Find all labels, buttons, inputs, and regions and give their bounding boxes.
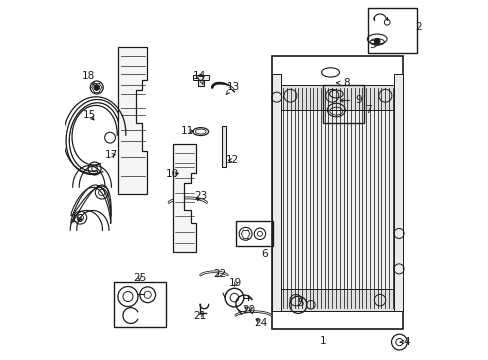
- Text: 16: 16: [71, 215, 84, 224]
- Text: 3: 3: [369, 40, 378, 50]
- Bar: [221, 126, 226, 167]
- Text: 1: 1: [320, 336, 326, 346]
- Text: 24: 24: [253, 318, 267, 328]
- Bar: [394, 74, 403, 311]
- Text: 15: 15: [83, 111, 96, 121]
- Bar: [272, 56, 403, 329]
- Bar: [281, 85, 394, 311]
- Text: 14: 14: [193, 71, 206, 84]
- Text: 18: 18: [81, 71, 95, 85]
- Text: 19: 19: [229, 278, 242, 288]
- Polygon shape: [118, 47, 147, 194]
- Text: 7: 7: [364, 105, 371, 116]
- Bar: [235, 221, 273, 246]
- Text: 5: 5: [297, 298, 303, 309]
- Polygon shape: [172, 144, 196, 252]
- Text: 20: 20: [242, 305, 255, 315]
- Bar: [281, 289, 394, 311]
- Text: 21: 21: [193, 311, 206, 321]
- Bar: [121, 117, 129, 135]
- Bar: [192, 75, 208, 80]
- Text: 10: 10: [166, 168, 179, 179]
- Text: 23: 23: [194, 191, 207, 201]
- Text: 12: 12: [225, 155, 239, 165]
- Text: 6: 6: [261, 248, 267, 258]
- Text: 11: 11: [181, 126, 194, 136]
- Text: 9: 9: [339, 95, 361, 105]
- Text: 2: 2: [414, 22, 421, 32]
- Text: 22: 22: [213, 269, 226, 279]
- Bar: [198, 76, 203, 86]
- Bar: [281, 85, 394, 110]
- Bar: [272, 74, 281, 311]
- Bar: [367, 8, 416, 53]
- Text: 13: 13: [226, 82, 239, 95]
- Circle shape: [94, 85, 100, 90]
- Bar: [322, 85, 363, 123]
- Circle shape: [373, 39, 379, 44]
- Text: 4: 4: [399, 337, 409, 347]
- Text: 25: 25: [133, 273, 146, 283]
- Bar: [113, 282, 165, 327]
- Text: 17: 17: [104, 150, 118, 160]
- Text: 8: 8: [336, 78, 349, 88]
